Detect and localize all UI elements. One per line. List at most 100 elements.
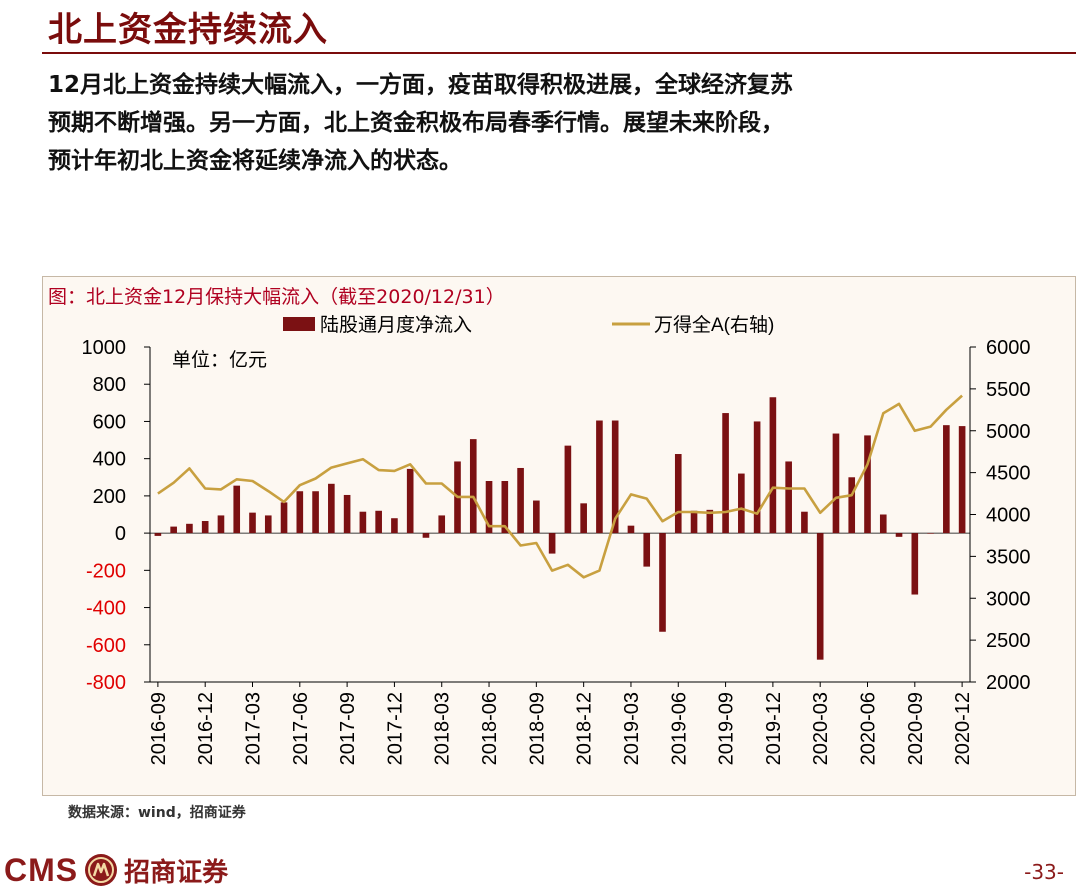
left-tick-label: 600 <box>93 411 126 433</box>
net-inflow-bar <box>186 523 193 534</box>
net-inflow-bar <box>611 420 619 534</box>
x-tick-label: 2016-09 <box>148 692 170 765</box>
x-tick-label: 2016-12 <box>195 692 217 765</box>
wind-all-a-line <box>157 394 963 579</box>
net-inflow-bar <box>296 491 304 534</box>
net-inflow-bar <box>738 473 745 534</box>
right-tick-label: 4500 <box>986 463 1031 485</box>
x-tick-label: 2018-06 <box>479 692 501 765</box>
right-tick-label: 3500 <box>986 546 1031 568</box>
net-inflow-bar <box>659 533 666 632</box>
title-divider <box>42 52 1076 54</box>
net-inflow-bar <box>753 421 761 534</box>
right-tick-label: 5000 <box>986 421 1031 443</box>
net-inflow-bar <box>706 509 714 534</box>
left-tick-label: 1000 <box>82 337 127 359</box>
x-tick-label: 2018-09 <box>526 692 548 765</box>
x-tick-label: 2017-03 <box>243 692 265 765</box>
x-tick-label: 2017-09 <box>337 692 359 765</box>
left-tick-label: 400 <box>93 449 126 471</box>
net-inflow-bar <box>517 467 524 534</box>
left-tick-label: -600 <box>86 635 126 657</box>
left-tick-label: 0 <box>115 523 126 545</box>
left-tick-label: -200 <box>86 560 126 582</box>
net-inflow-bar <box>832 433 840 534</box>
slide-title: 北上资金持续流入 <box>48 10 328 50</box>
net-inflow-bar <box>895 533 903 537</box>
x-tick-label: 2019-06 <box>668 692 690 765</box>
net-inflow-bar <box>927 533 934 534</box>
net-inflow-bar <box>596 420 603 534</box>
net-inflow-bar <box>911 533 919 595</box>
summary-text: 12月北上资金持续大幅流入，一方面，疫苗取得积极进展，全球经济复苏 预期不断增强… <box>48 66 1078 180</box>
chart-panel <box>42 276 1076 796</box>
net-inflow-bar <box>170 526 177 534</box>
left-tick-label: -800 <box>86 672 126 694</box>
summary-line: 预计年初北上资金将延续净流入的状态。 <box>48 148 462 174</box>
left-tick-label: 800 <box>93 374 126 396</box>
legend-bar-swatch <box>283 317 315 331</box>
x-tick-label: 2019-12 <box>763 692 785 765</box>
footer-logo: CMS 招商证券 <box>4 850 228 890</box>
x-tick-label: 2018-03 <box>432 692 454 765</box>
net-inflow-bar <box>312 491 319 534</box>
x-tick-label: 2020-12 <box>952 692 974 765</box>
summary-line: 预期不断增强。另一方面，北上资金积极布局春季行情。展望未来阶段， <box>48 110 784 136</box>
net-inflow-bar <box>406 468 414 534</box>
right-tick-label: 5500 <box>986 379 1031 401</box>
legend-bar-label: 陆股通月度净流入 <box>320 314 472 336</box>
unit-note: 单位：亿元 <box>172 349 267 371</box>
net-inflow-bar <box>485 481 493 534</box>
x-tick-label: 2017-06 <box>290 692 312 765</box>
x-tick-label: 2017-12 <box>384 692 406 765</box>
net-inflow-bar <box>864 435 871 534</box>
x-tick-label: 2019-03 <box>621 692 643 765</box>
net-inflow-bar <box>564 445 572 534</box>
left-tick-label: 200 <box>93 486 126 508</box>
x-tick-label: 2018-12 <box>574 692 596 765</box>
data-source: 数据来源：wind，招商证券 <box>68 805 246 821</box>
net-inflow-bar <box>375 510 382 534</box>
net-inflow-bar <box>217 515 225 534</box>
net-inflow-bar <box>438 515 446 534</box>
page-number: -33- <box>1024 860 1064 884</box>
net-inflow-bar <box>769 397 777 534</box>
x-tick-label: 2019-09 <box>716 692 738 765</box>
net-inflow-bar <box>690 510 698 534</box>
right-tick-label: 6000 <box>986 337 1031 359</box>
chart-caption: 图：北上资金12月保持大幅流入（截至2020/12/31） <box>48 286 505 308</box>
net-inflow-bar <box>264 515 272 534</box>
net-inflow-bar <box>785 461 792 534</box>
net-inflow-bar <box>627 525 635 534</box>
x-tick-label: 2020-03 <box>810 692 832 765</box>
net-inflow-bar <box>233 485 241 534</box>
net-inflow-bar <box>328 483 335 534</box>
net-inflow-bar <box>533 500 540 534</box>
net-inflow-bar <box>943 425 950 534</box>
net-inflow-bar <box>343 494 351 534</box>
right-tick-label: 4000 <box>986 505 1031 527</box>
net-inflow-bar <box>154 533 162 536</box>
net-inflow-bar <box>801 511 808 534</box>
net-inflow-bar <box>201 521 209 534</box>
summary-line: 12月北上资金持续大幅流入，一方面，疫苗取得积极进展，全球经济复苏 <box>48 72 794 98</box>
left-tick-label: -400 <box>86 598 126 620</box>
brand-chinese: 招商证券 <box>124 857 229 888</box>
right-tick-label: 2500 <box>986 630 1031 652</box>
net-inflow-bar <box>359 511 367 534</box>
net-inflow-bar <box>722 413 729 534</box>
net-inflow-bar <box>501 481 509 534</box>
x-tick-label: 2020-06 <box>858 692 880 765</box>
net-inflow-bar <box>280 502 288 534</box>
net-inflow-bar <box>391 518 398 534</box>
net-inflow-bar <box>469 439 477 534</box>
net-inflow-bar <box>848 477 856 534</box>
net-inflow-bar <box>422 533 430 538</box>
x-tick-label: 2020-09 <box>905 692 927 765</box>
net-inflow-bar <box>643 533 651 567</box>
net-inflow-bar <box>548 533 556 554</box>
net-inflow-bar <box>674 454 682 534</box>
net-inflow-bar <box>249 512 256 534</box>
cms-logo-icon <box>85 854 118 886</box>
